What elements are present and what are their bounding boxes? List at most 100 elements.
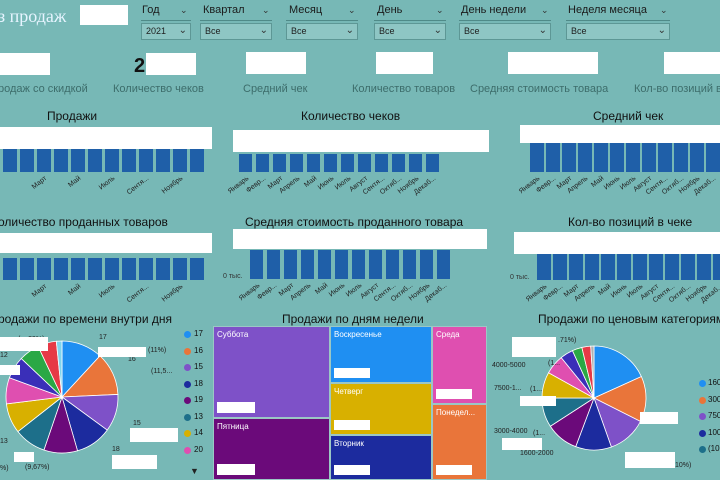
chevron-down-icon[interactable]: ⌄ xyxy=(262,5,270,15)
kpi-label: родаж со скидкой xyxy=(0,83,88,95)
redacted-block xyxy=(0,233,212,253)
bar-mark xyxy=(3,258,17,280)
legend-dot[interactable] xyxy=(184,446,191,454)
legend-dot[interactable] xyxy=(699,446,706,453)
tile-label: Вторник xyxy=(334,439,364,448)
pie-data-label: 10%) xyxy=(675,462,692,469)
bar-mark xyxy=(674,143,688,172)
chevron-down-icon[interactable]: ⌄ xyxy=(180,5,188,15)
chart-title-checks: Количество чеков xyxy=(301,109,401,123)
redacted-block xyxy=(146,53,196,75)
legend-dot[interactable] xyxy=(184,331,191,338)
kpi-value-items xyxy=(376,52,433,74)
divider xyxy=(200,20,272,21)
bar-mark xyxy=(537,252,551,280)
slicer-year-dropdown[interactable]: 2021 ⌄ xyxy=(141,23,191,40)
legend-dot[interactable] xyxy=(184,364,191,371)
chevron-down-icon[interactable]: ⌄ xyxy=(660,5,668,15)
chart-title-sales: Продажи xyxy=(47,109,98,123)
legend-dot[interactable] xyxy=(184,347,191,355)
chart-title-avg-price: Средняя стоимость проданного товара xyxy=(245,215,464,229)
slicer-month-dropdown[interactable]: Все ⌄ xyxy=(286,23,358,40)
bar-mark xyxy=(267,250,280,279)
legend-dot[interactable] xyxy=(699,380,706,387)
legend-label: 100 xyxy=(708,427,720,437)
bar-mark xyxy=(54,149,68,172)
chart-title-items-sold: оличество проданных товаров xyxy=(0,215,168,229)
treemap-tile-sunday[interactable]: Воскресенье xyxy=(330,326,432,383)
redacted-block xyxy=(233,229,487,249)
bar-mark xyxy=(386,250,399,279)
tile-label: Понедел... xyxy=(436,408,476,417)
chevron-down-icon: ⌄ xyxy=(345,25,354,36)
treemap-tile-thursday[interactable]: Четверг xyxy=(330,383,432,435)
redacted-block xyxy=(334,465,370,475)
bar-mark xyxy=(617,252,631,280)
pie-slice[interactable] xyxy=(590,345,595,399)
redacted-block xyxy=(217,464,255,475)
legend-dot[interactable] xyxy=(699,429,706,437)
pie-data-label: 1600-2000 xyxy=(520,450,554,457)
treemap-tile-friday[interactable]: Пятница xyxy=(213,418,330,480)
kpi-label: Количество чеков xyxy=(113,83,204,95)
legend-label: 19 xyxy=(194,395,203,404)
bar-mark xyxy=(156,258,170,280)
pie-slice[interactable] xyxy=(593,345,642,399)
treemap-tile-wednesday[interactable]: Среда xyxy=(432,326,487,404)
bar-mark xyxy=(375,154,388,172)
redacted-block xyxy=(233,130,489,152)
slicer-weekday-dropdown[interactable]: Все ⌄ xyxy=(459,23,551,40)
bar-mark xyxy=(139,258,153,280)
slicer-month-label: Месяц xyxy=(289,4,323,16)
bar-mark xyxy=(649,252,663,280)
pie-data-label: 12 xyxy=(0,352,8,359)
bar-mark xyxy=(633,252,647,280)
chevron-down-icon[interactable]: ⌄ xyxy=(541,5,549,15)
treemap-tile-monday[interactable]: Понедел... xyxy=(432,404,487,480)
bar-mark xyxy=(601,252,615,280)
redacted-block xyxy=(512,337,556,357)
legend-dot[interactable] xyxy=(699,413,706,420)
legend-dot[interactable] xyxy=(184,430,191,437)
kpi-label: Средняя стоимость товара xyxy=(470,83,609,95)
redacted-block xyxy=(0,337,48,351)
legend-dot[interactable] xyxy=(699,396,706,404)
pie-data-label: (1... xyxy=(548,360,561,367)
scroll-down-icon[interactable]: ▼ xyxy=(190,466,199,476)
pie-data-label: 18 xyxy=(112,446,120,453)
bar-mark xyxy=(284,250,297,279)
axis-zero-label: 0 тыс. xyxy=(223,273,243,280)
pie-data-label: (11,5... xyxy=(151,368,173,375)
bar-mark xyxy=(706,143,720,172)
pie-data-label: (9,67%) xyxy=(25,464,50,471)
chevron-down-icon[interactable]: ⌄ xyxy=(348,5,356,15)
pie-data-label: 15 xyxy=(133,420,141,427)
pie-data-label: .71%) xyxy=(558,337,577,344)
pie-slice[interactable] xyxy=(55,340,63,398)
slicer-week-label: Неделя месяца xyxy=(568,4,647,16)
legend-dot[interactable] xyxy=(184,380,191,388)
bar-mark xyxy=(250,250,263,279)
bar-mark xyxy=(681,252,695,280)
pie-data-label: 16 xyxy=(128,356,136,363)
slicer-quarter-dropdown[interactable]: Все ⌄ xyxy=(200,23,272,40)
legend-dot[interactable] xyxy=(184,397,191,404)
chevron-down-icon: ⌄ xyxy=(538,25,547,36)
bar-mark xyxy=(642,143,656,172)
bar-mark xyxy=(71,258,85,280)
treemap-tile-tuesday[interactable]: Вторник xyxy=(330,435,432,480)
legend-label: 17 xyxy=(194,329,203,338)
redacted-block xyxy=(514,232,720,254)
slicer-day-dropdown[interactable]: Все ⌄ xyxy=(374,23,446,40)
bar-mark xyxy=(88,258,102,280)
legend-dot[interactable] xyxy=(184,413,191,421)
chevron-down-icon[interactable]: ⌄ xyxy=(436,5,444,15)
bar-mark xyxy=(358,154,371,172)
bar-mark xyxy=(156,149,170,172)
divider xyxy=(566,20,670,21)
bar-mark xyxy=(369,250,382,279)
treemap-tile-saturday[interactable]: Суббота xyxy=(213,326,330,418)
bar-mark xyxy=(594,143,608,172)
bar-mark xyxy=(173,258,187,280)
slicer-week-dropdown[interactable]: Все ⌄ xyxy=(566,23,670,40)
